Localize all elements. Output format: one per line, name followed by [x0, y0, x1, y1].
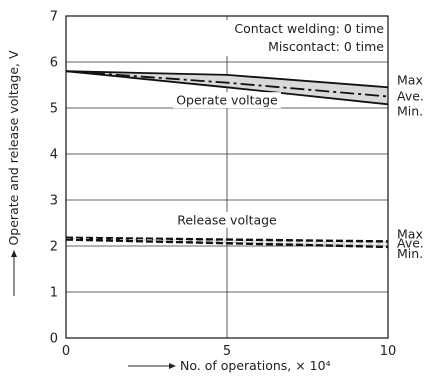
operate-voltage-label: Operate voltage	[176, 93, 278, 108]
grid	[66, 16, 388, 338]
note-background	[220, 20, 386, 56]
release-max-line	[65, 236, 389, 243]
x-tick-label-0: 0	[62, 344, 70, 359]
y-tick-label-4: 4	[50, 148, 58, 163]
operate-max-line	[65, 70, 389, 89]
release-max-label: Max.	[397, 226, 424, 241]
x-tick-label-10: 10	[380, 344, 397, 359]
release-voltage-label: Release voltage	[177, 212, 277, 227]
series-labels: Max.Ave.Min.Max.Ave.Min.	[397, 72, 424, 261]
operate-ave-label: Ave.	[397, 89, 424, 104]
note-contact-welding: Contact welding: 0 time	[234, 21, 384, 36]
y-tick-label-0: 0	[50, 332, 58, 347]
release-ave-label: Ave.	[397, 236, 424, 251]
x-tick-label-5: 5	[223, 344, 231, 359]
operate-band	[66, 71, 388, 105]
y-tick-label-6: 6	[50, 56, 58, 71]
x-axis-label: No. of operations, × 10⁴	[180, 358, 331, 373]
note-miscontact: Miscontact: 0 time	[268, 39, 384, 54]
tick-labels: 0 1 2 3 4 5 6 7 0 5 10	[50, 10, 397, 360]
operate-ave-line	[65, 70, 389, 98]
plot-frame	[65, 15, 389, 339]
y-tick-label-2: 2	[50, 240, 58, 255]
operate-min-line	[65, 70, 389, 106]
operate-min-label: Min.	[397, 103, 423, 118]
x-axis-arrowhead	[169, 363, 176, 369]
release-min-line	[65, 238, 389, 249]
y-tick-label-1: 1	[50, 286, 58, 301]
y-tick-label-7: 7	[50, 10, 58, 25]
series-lines	[65, 70, 389, 249]
y-axis-title: Operate and release voltage, V	[6, 50, 21, 296]
y-tick-label-5: 5	[50, 102, 58, 117]
y-tick-label-3: 3	[50, 194, 58, 209]
release-min-label: Min.	[397, 246, 423, 261]
y-axis-label: Operate and release voltage, V	[6, 50, 21, 246]
operate-label-background	[173, 92, 281, 109]
release-label-background	[174, 211, 280, 228]
y-axis-arrowhead	[11, 250, 17, 257]
x-axis-title: No. of operations, × 10⁴	[128, 358, 331, 373]
operate-max-label: Max.	[397, 72, 424, 87]
